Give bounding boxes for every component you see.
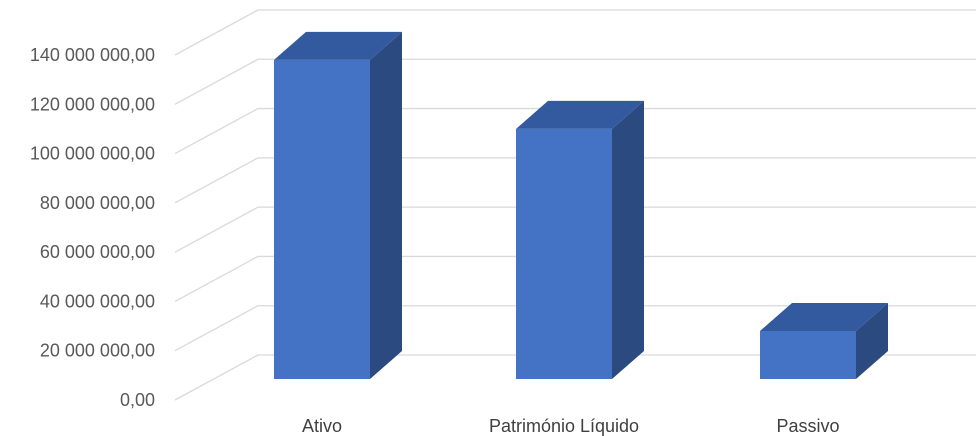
bar-top xyxy=(516,100,644,129)
bar xyxy=(274,31,402,380)
bar-side xyxy=(856,303,888,379)
x-axis-labels: Ativo Património Líquido Passivo xyxy=(302,416,840,436)
y-tick-label: 100 000 000,00 xyxy=(30,144,155,164)
gridlines xyxy=(174,9,976,401)
y-tick-label: 20 000 000,00 xyxy=(40,341,155,361)
gridline xyxy=(174,206,976,253)
gridline xyxy=(174,107,976,155)
x-category-label: Património Líquido xyxy=(489,416,639,436)
bar-side xyxy=(370,31,402,380)
y-axis-ticks: 0,00 20 000 000,00 40 000 000,00 60 000 000… xyxy=(30,45,155,410)
y-tick-label: 80 000 000,00 xyxy=(40,193,155,213)
gridline xyxy=(174,58,976,105)
bar xyxy=(516,100,644,379)
bar-front xyxy=(274,59,370,380)
bar-side xyxy=(612,100,644,379)
bar-front xyxy=(760,331,856,379)
y-tick-label: 0,00 xyxy=(120,390,155,410)
y-tick-label: 120 000 000,00 xyxy=(30,94,155,114)
gridline xyxy=(174,157,976,204)
x-category-label: Passivo xyxy=(776,416,839,436)
gridline xyxy=(174,305,976,352)
y-tick-label: 40 000 000,00 xyxy=(40,291,155,311)
gridline xyxy=(174,255,976,303)
bar-front xyxy=(516,128,612,379)
gridline xyxy=(174,354,976,401)
x-category-label: Ativo xyxy=(302,416,342,436)
y-tick-label: 60 000 000,00 xyxy=(40,242,155,262)
y-tick-label: 140 000 000,00 xyxy=(30,45,155,65)
bar-top xyxy=(274,31,402,60)
bars xyxy=(274,31,888,380)
gridline xyxy=(174,9,976,56)
bar-top xyxy=(760,303,888,331)
bar xyxy=(760,303,888,379)
